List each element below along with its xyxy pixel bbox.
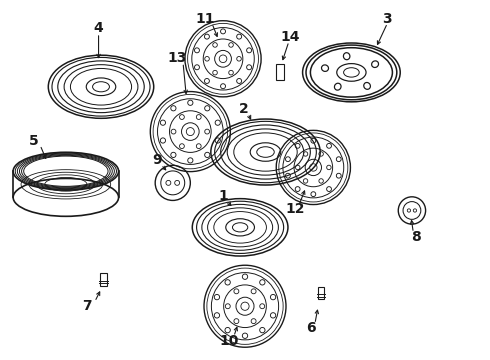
Text: 12: 12 [285,202,305,216]
Text: 13: 13 [167,51,186,65]
Text: 14: 14 [280,30,300,44]
Text: 9: 9 [152,153,162,167]
Text: 2: 2 [239,102,249,116]
Bar [318,287,323,299]
Text: 10: 10 [220,334,239,348]
Text: 6: 6 [306,321,316,335]
Text: 3: 3 [382,12,392,26]
Text: 8: 8 [411,230,421,244]
Text: 5: 5 [29,134,39,148]
Text: 11: 11 [195,12,215,26]
Text: 1: 1 [218,189,228,203]
Text: 4: 4 [94,21,103,35]
Bar [276,64,284,80]
Text: 7: 7 [82,299,92,313]
Bar [100,273,107,286]
